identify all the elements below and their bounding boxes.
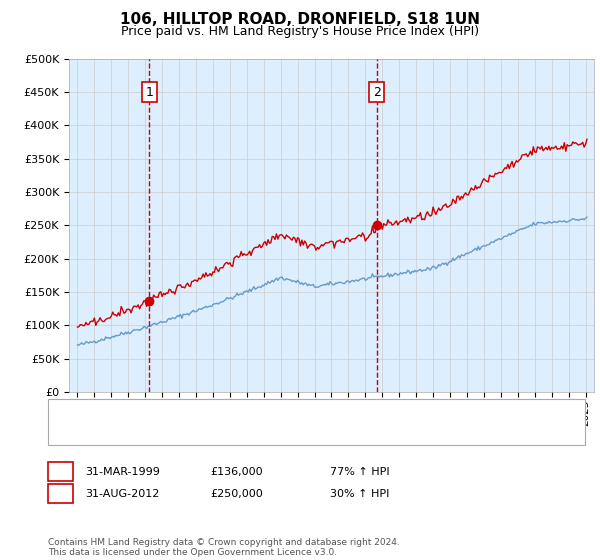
Text: 1: 1 <box>146 86 154 99</box>
Text: Price paid vs. HM Land Registry's House Price Index (HPI): Price paid vs. HM Land Registry's House … <box>121 25 479 38</box>
Text: 2: 2 <box>57 489 64 499</box>
Text: 30% ↑ HPI: 30% ↑ HPI <box>330 489 389 499</box>
Text: ———: ——— <box>57 405 95 418</box>
Text: ———: ——— <box>57 426 95 439</box>
Text: 1: 1 <box>57 466 64 477</box>
Text: 31-AUG-2012: 31-AUG-2012 <box>85 489 160 499</box>
Text: 2: 2 <box>373 86 380 99</box>
Text: 77% ↑ HPI: 77% ↑ HPI <box>330 466 389 477</box>
Text: Contains HM Land Registry data © Crown copyright and database right 2024.
This d: Contains HM Land Registry data © Crown c… <box>48 538 400 557</box>
Text: 106, HILLTOP ROAD, DRONFIELD, S18 1UN: 106, HILLTOP ROAD, DRONFIELD, S18 1UN <box>120 12 480 27</box>
Text: £250,000: £250,000 <box>210 489 263 499</box>
Text: 106, HILLTOP ROAD, DRONFIELD, S18 1UN (detached house): 106, HILLTOP ROAD, DRONFIELD, S18 1UN (d… <box>97 407 412 417</box>
Text: HPI: Average price, detached house, North East Derbyshire: HPI: Average price, detached house, Nort… <box>97 428 406 438</box>
Text: 31-MAR-1999: 31-MAR-1999 <box>85 466 160 477</box>
Text: £136,000: £136,000 <box>210 466 263 477</box>
